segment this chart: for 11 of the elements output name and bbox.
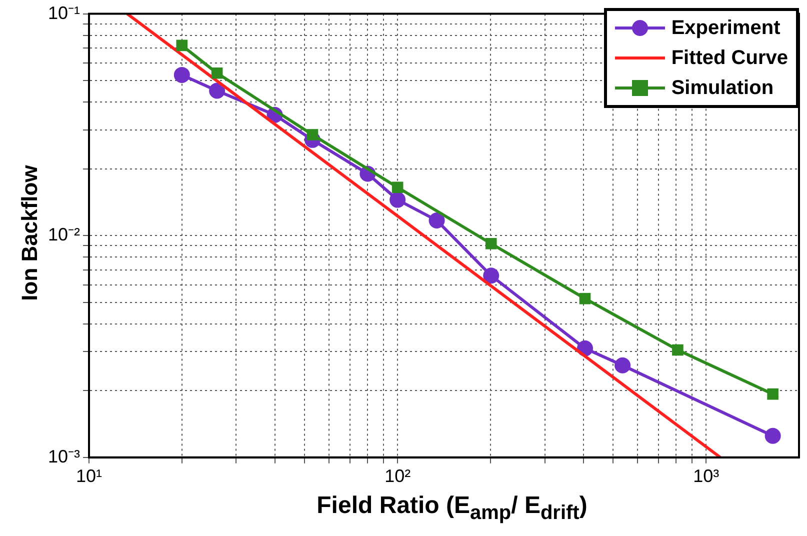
legend-label: Simulation [671,76,774,100]
y-tick-label: 10⁻³ [48,446,80,466]
y-tick-label: 10⁻² [48,224,80,245]
y-axis-title: Ion Backflow [17,164,43,303]
x-axis-title: Field Ratio (E$_{amp}$/ E$_{drift}$) [316,492,588,525]
legend-label: Fitted Curve [671,46,788,70]
x-tick-label: 10¹ [76,466,102,486]
y-tick-label: 10⁻¹ [48,2,80,23]
x-tick-label: 10³ [693,466,720,486]
x-tick-label: 10² [384,466,411,486]
legend-label: Experiment [671,16,780,40]
